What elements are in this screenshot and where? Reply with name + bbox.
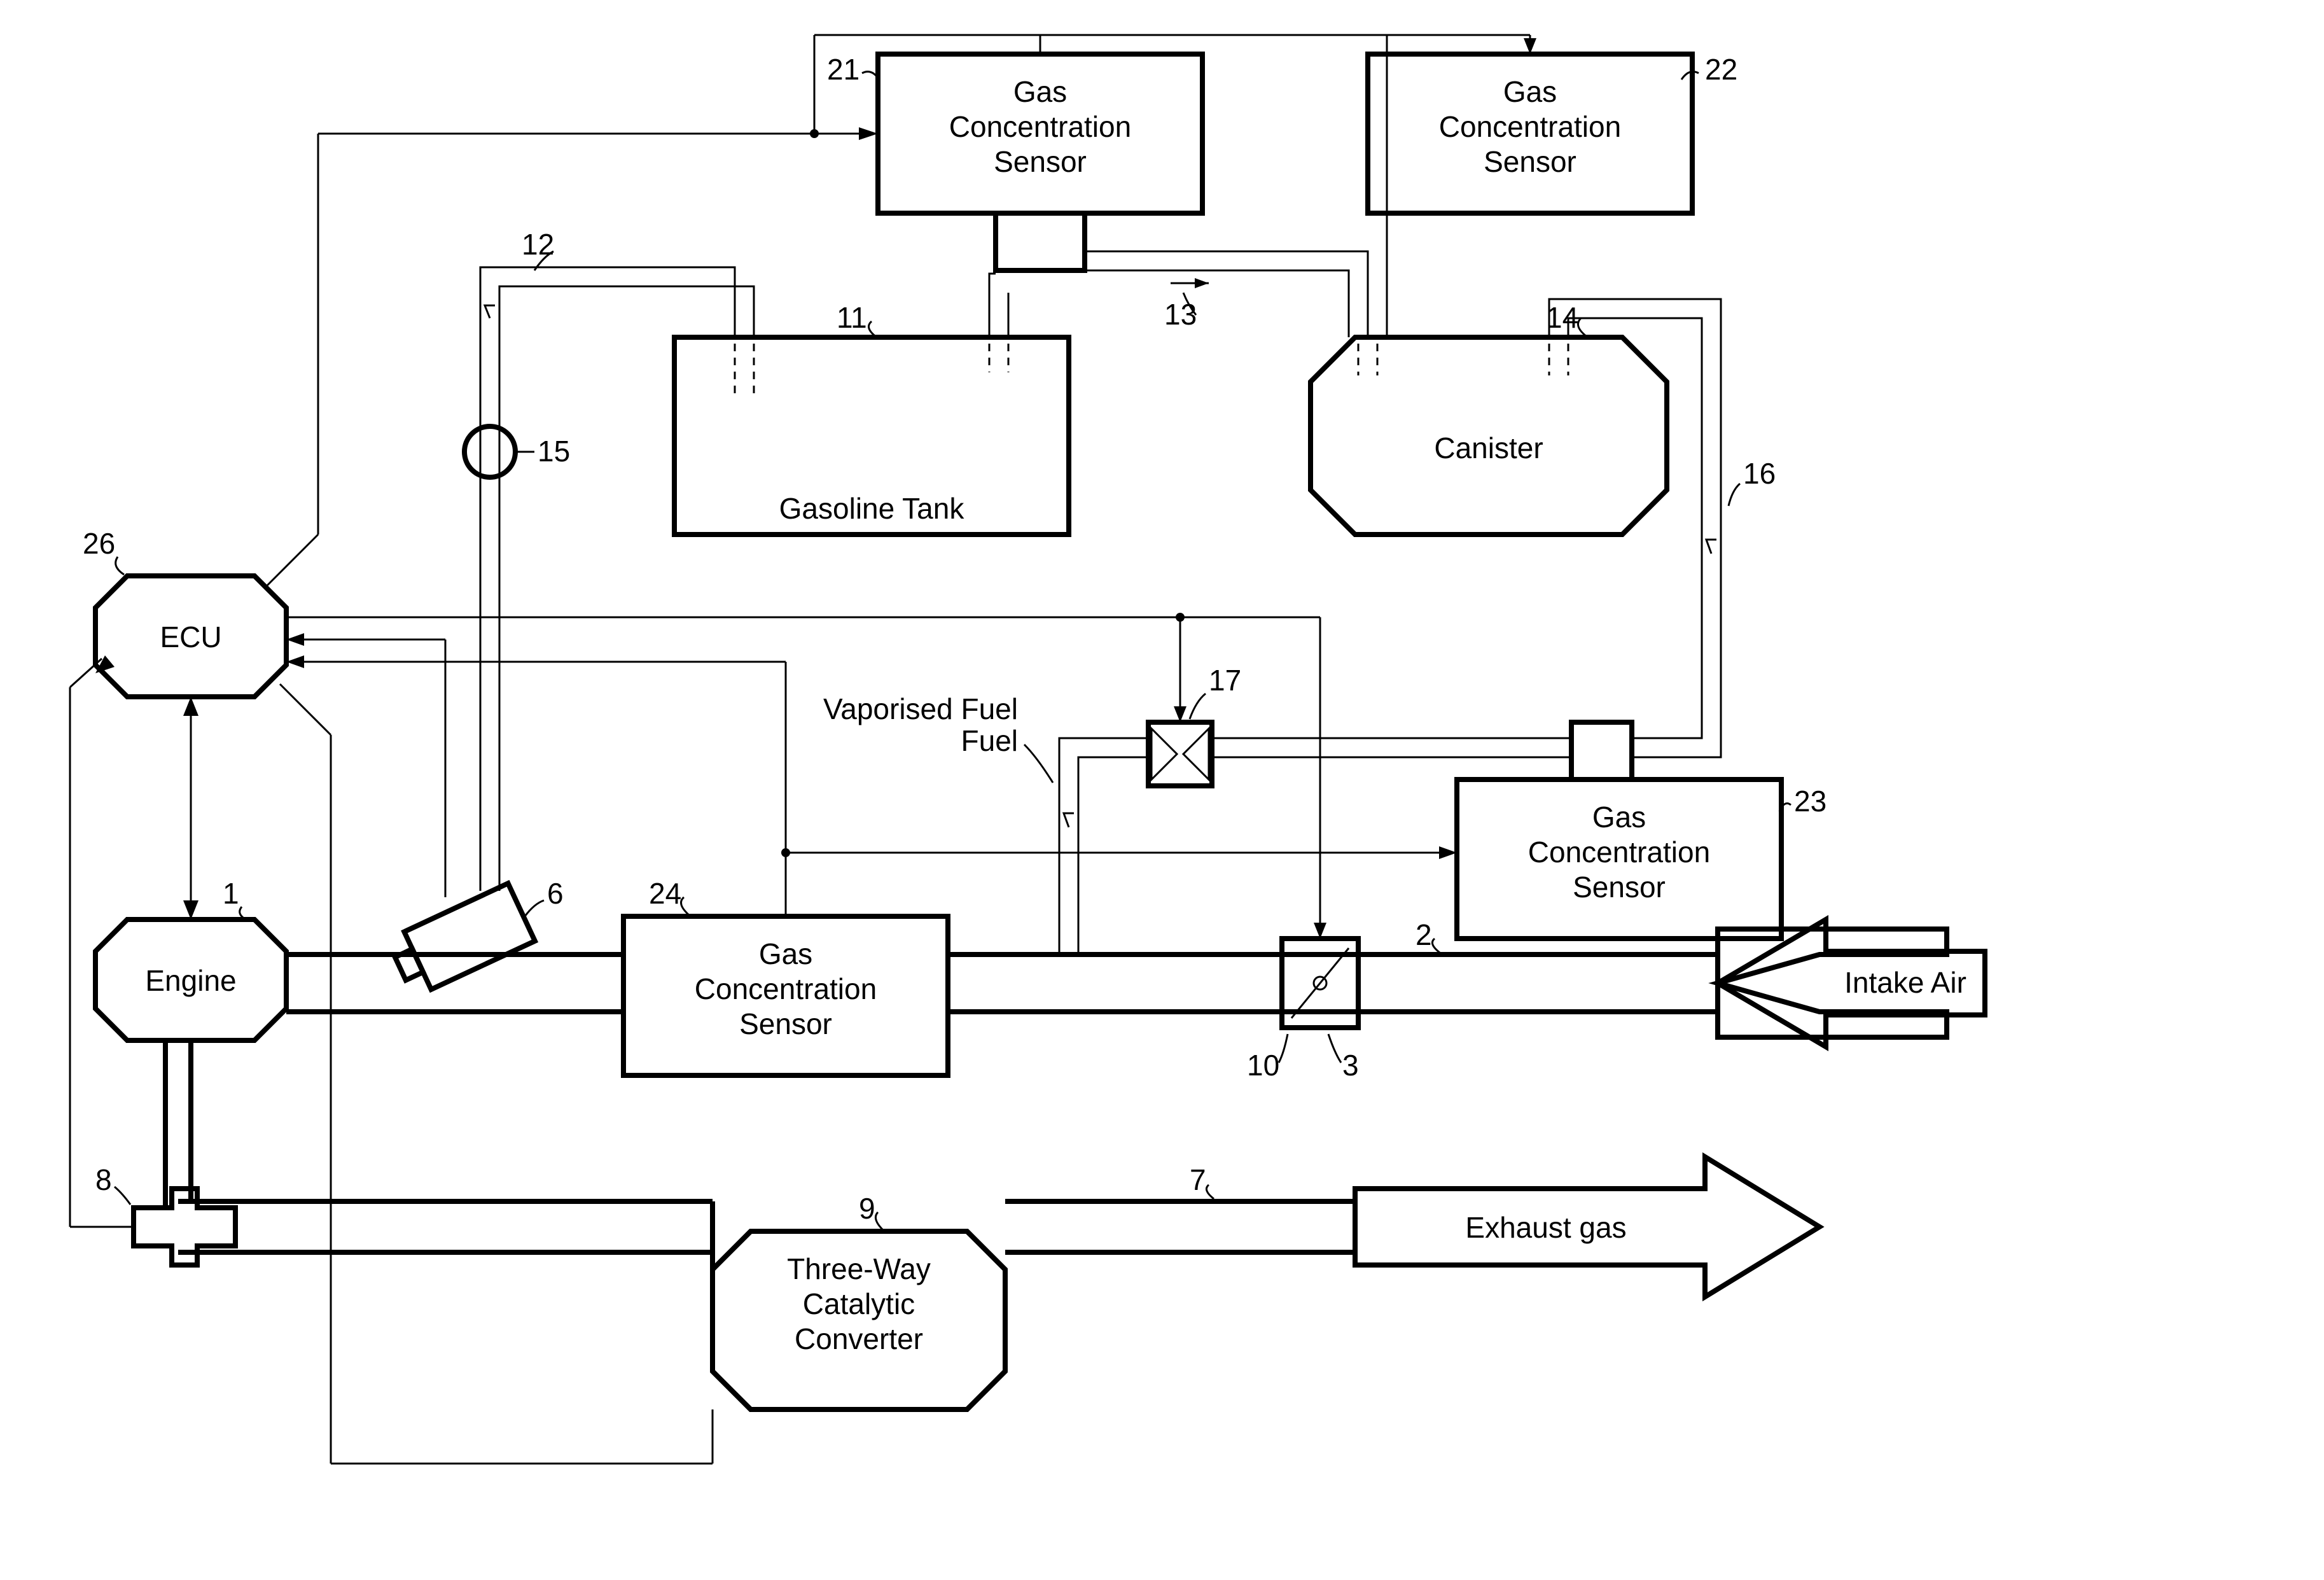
exhaust-pipe [165,1040,1355,1252]
ref-8: 8 [95,1163,112,1196]
gcs22-l3: Sensor [1484,145,1576,178]
ecu-label: ECU [160,620,221,654]
top-signal-line [1040,35,1536,54]
svg-text:Three-Way: Three-Way [787,1252,931,1285]
exhaust-arrow: Exhaust gas [1355,1157,1820,1297]
injector [387,883,535,997]
gcs-23: Gas Concentration Sensor [1457,780,1781,939]
ref-21: 21 [827,53,859,86]
canister-label: Canister [1434,431,1543,465]
catalytic-converter-2: Three-Way Catalytic Converter [713,1231,1005,1409]
ref-15: 15 [538,435,570,468]
ref-10: 10 [1247,1049,1279,1082]
gcs-24: Gas Concentration Sensor [623,916,948,1075]
gcs-22: Gas Concentration Sensor [1368,54,1692,213]
ref-13: 13 [1164,298,1197,331]
exhaust-label: Exhaust gas [1465,1211,1626,1244]
ref-6: 6 [547,877,564,910]
gcs22-l2: Concentration [1439,110,1621,143]
ref-3: 3 [1342,1049,1359,1082]
gcs21-l2: Concentration [949,110,1131,143]
ref-16: 16 [1743,457,1776,490]
ref-23: 23 [1794,785,1826,818]
svg-text:Converter: Converter [795,1322,923,1355]
svg-text:Sensor: Sensor [739,1007,832,1040]
ref-22: 22 [1705,53,1737,86]
fuel-pump [464,426,515,477]
ref-17: 17 [1209,664,1241,697]
gasoline-tank: Gasoline Tank [674,337,1069,535]
svg-text:Concentration: Concentration [695,972,877,1005]
svg-text:Catalytic: Catalytic [803,1287,915,1320]
gcs22-l1: Gas [1503,75,1557,108]
canister: Canister [1311,337,1667,535]
ref-2: 2 [1416,918,1432,951]
ref-24: 24 [649,877,681,910]
purge-valve [1148,722,1212,786]
evap-system-diagram: ECU 26 Engine 1 Gas Concentration Sensor… [0,0,2324,1580]
ref-9: 9 [859,1192,875,1225]
svg-text:Concentration: Concentration [1528,835,1710,869]
svg-text:Gas: Gas [759,937,812,970]
tank-label: Gasoline Tank [779,492,965,525]
ref-12: 12 [522,228,554,261]
ecu-engine-link [183,697,198,919]
fuel-line-12 [480,267,754,891]
ref-11: 11 [837,301,867,334]
vaporised-fuel-label: Vaporised Fuel [823,692,1018,725]
intake-pipe [286,929,1947,1037]
ref-7: 7 [1190,1163,1206,1196]
vaporised-fuel-label2: Fuel [961,724,1018,757]
gcs21-l3: Sensor [994,145,1087,178]
ref-1: 1 [223,877,239,910]
svg-text:Gas: Gas [1592,800,1646,834]
gcs-21: Gas Concentration Sensor [878,54,1202,270]
svg-text:Sensor: Sensor [1573,870,1666,904]
ecu-node: ECU [95,576,286,697]
ref-26: 26 [83,527,115,560]
gcs21-l1: Gas [1013,75,1067,108]
intake-air-label: Intake Air [1844,966,1966,999]
engine-node: Engine [95,919,286,1040]
engine-label: Engine [145,964,236,997]
